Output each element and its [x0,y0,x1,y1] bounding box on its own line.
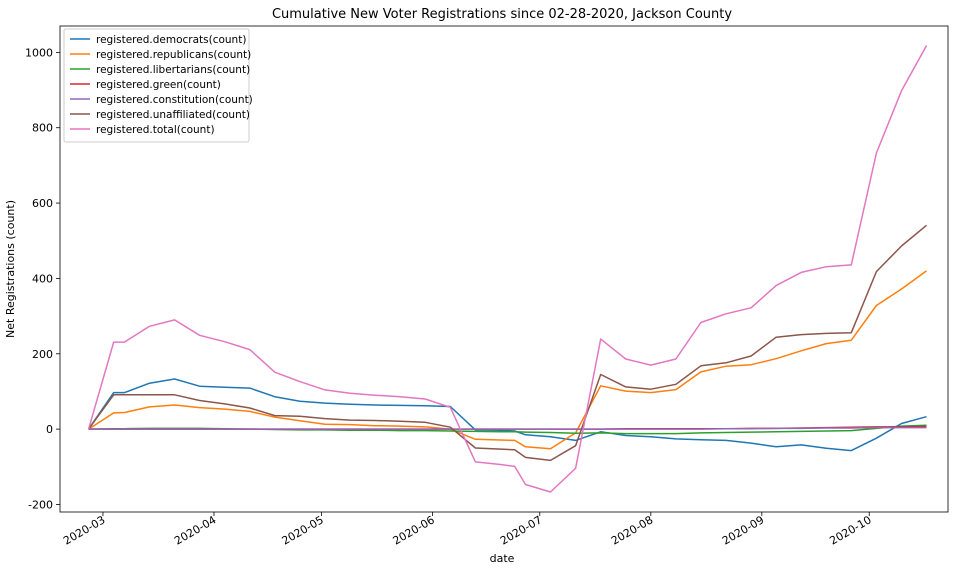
chart-title: Cumulative New Voter Registrations since… [272,7,732,22]
series-line-registered-unaffiliated-count- [87,224,927,462]
series-line-registered-republicans-count- [88,270,927,450]
y-axis-label: Net Registrations (count) [4,200,17,338]
plot-frame [59,25,949,513]
x-tick-label: 2020-03 [61,513,107,547]
y-tick-label: 1000 [25,46,53,59]
legend-entry: registered.libertarians(count) [96,64,250,76]
series-line-registered-democrats-count- [87,378,927,452]
legend-entry: registered.constitution(count) [96,94,253,106]
legend-entry: registered.green(count) [96,79,221,91]
x-tick-label: 2020-04 [172,513,218,547]
x-tick-label: 2020-05 [280,513,326,547]
series-line-registered-total-count- [87,45,928,493]
x-tick-label: 2020-09 [720,513,766,547]
series-line-registered-constitution-count- [88,426,927,430]
legend-box [63,28,250,143]
x-axis-label: date [490,552,515,565]
y-tick-label: 400 [32,272,53,285]
legend-entry: registered.total(count) [96,124,215,136]
legend-entry: registered.unaffiliated(count) [96,109,250,121]
x-tick-label: 2020-07 [498,513,544,547]
x-tick-label: 2020-06 [391,513,437,547]
legend-entry: registered.republicans(count) [96,49,251,61]
plot-area [87,45,928,493]
y-tick-label: -200 [28,498,53,511]
x-tick-label: 2020-08 [609,513,655,547]
y-tick-label: 0 [46,423,53,436]
y-tick-label: 800 [32,122,53,135]
y-tick-label: 600 [32,197,53,210]
y-tick-label: 200 [32,348,53,361]
legend: registered.democrats(count) registered.re… [63,28,253,143]
legend-entry: registered.democrats(count) [96,34,246,46]
x-tick-label: 2020-10 [827,513,873,547]
